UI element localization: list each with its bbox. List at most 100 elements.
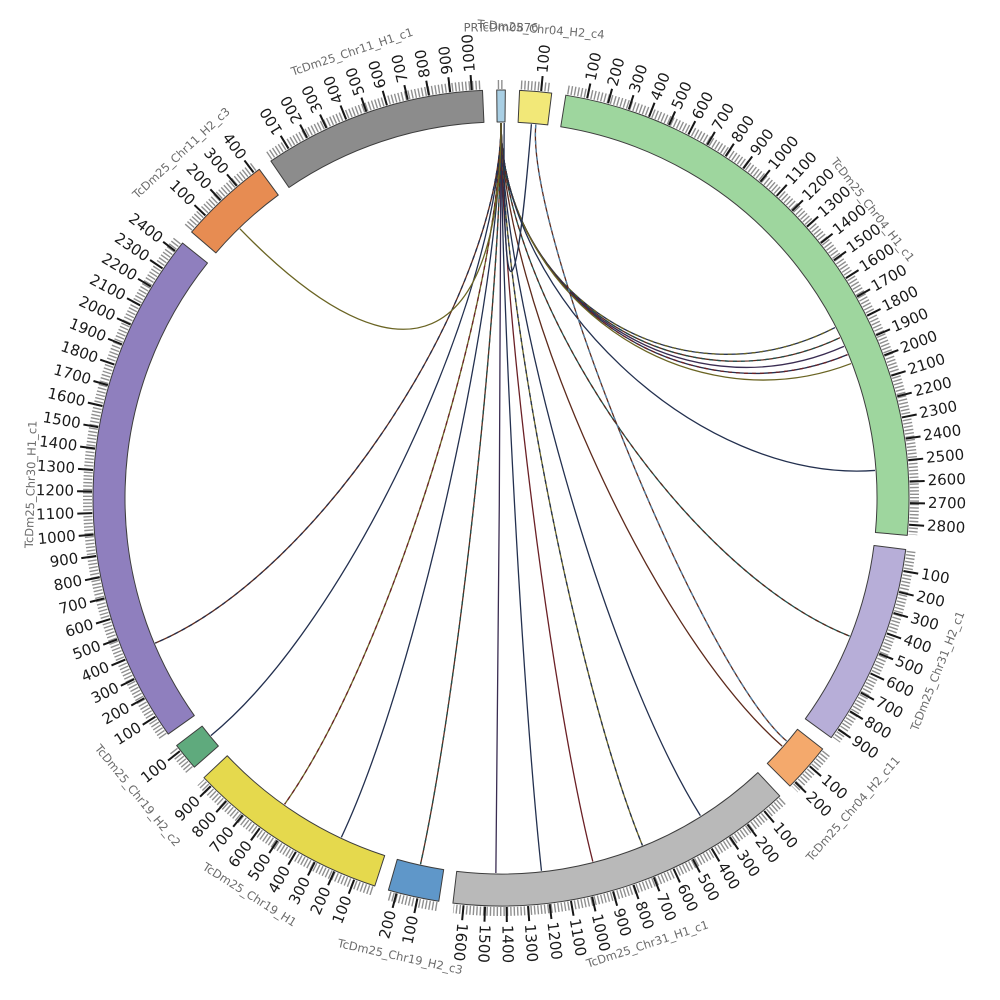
tick-mark bbox=[78, 533, 94, 537]
segment-label-c04h1: TcDm25_Chr04_H1_c1 bbox=[828, 154, 918, 264]
link-ribbon-overlay bbox=[534, 124, 788, 742]
tick-label: 1300 bbox=[521, 923, 541, 962]
tick-mark bbox=[81, 555, 97, 560]
link-ribbon bbox=[534, 124, 788, 742]
tick-label: 1500 bbox=[474, 924, 493, 963]
tick-mark bbox=[93, 380, 109, 387]
segment-arc-c19h1 bbox=[203, 755, 386, 887]
link-ribbon bbox=[500, 122, 643, 846]
tick-label: 2100 bbox=[906, 350, 948, 379]
segment-label-c04h2c4: TcDm25_Chr04_H2_c4 bbox=[476, 17, 605, 42]
tick-mark bbox=[469, 75, 473, 91]
tick-mark bbox=[162, 241, 176, 252]
tick-label: 700 bbox=[388, 52, 412, 84]
segment-arc-c30h1 bbox=[92, 242, 208, 735]
minor-tick-band bbox=[791, 750, 830, 793]
tick-mark bbox=[193, 204, 207, 217]
tick-mark bbox=[833, 250, 847, 262]
tick-mark bbox=[856, 288, 871, 298]
tick-mark bbox=[360, 97, 368, 113]
tick-mark bbox=[77, 467, 94, 471]
segment-arc-c19h2c3 bbox=[387, 858, 445, 902]
tick-label: 1100 bbox=[36, 504, 75, 523]
minor-tick-band bbox=[452, 797, 786, 916]
link-ribbon bbox=[500, 122, 543, 871]
tick-mark bbox=[403, 84, 409, 100]
segment-arc-focal bbox=[496, 89, 506, 123]
minor-tick-band bbox=[567, 85, 919, 536]
tick-label: 700 bbox=[57, 594, 89, 618]
tick-label: 700 bbox=[653, 891, 680, 924]
tick-mark bbox=[648, 102, 656, 118]
link-ribbon bbox=[419, 122, 502, 865]
tick-mark bbox=[77, 512, 93, 515]
tick-mark bbox=[866, 308, 881, 317]
tick-mark bbox=[909, 480, 925, 483]
tick-label: 1400 bbox=[498, 925, 517, 963]
minor-tick-band bbox=[266, 80, 482, 160]
tick-label: 100 bbox=[329, 893, 356, 926]
tick-mark bbox=[837, 728, 852, 739]
tick-mark bbox=[729, 836, 740, 850]
tick-label: 400 bbox=[320, 73, 348, 106]
link-ribbon bbox=[500, 122, 876, 472]
tick-mark bbox=[126, 297, 141, 307]
tick-label: 1000 bbox=[458, 33, 479, 72]
tick-mark bbox=[89, 597, 105, 603]
tick-mark bbox=[540, 75, 544, 92]
tick-label: 2500 bbox=[925, 445, 965, 466]
tick-label: 2700 bbox=[928, 494, 966, 512]
tick-label: 2800 bbox=[927, 516, 966, 536]
tick-mark bbox=[710, 848, 721, 862]
tick-label: 500 bbox=[342, 65, 368, 98]
minor-tick-band bbox=[832, 550, 916, 743]
tick-mark bbox=[209, 188, 222, 201]
tick-mark bbox=[878, 652, 894, 661]
tick-mark bbox=[809, 765, 822, 777]
tick-label: 1200 bbox=[543, 921, 565, 961]
tick-mark bbox=[87, 401, 103, 407]
tick-mark bbox=[875, 328, 891, 337]
tick-mark bbox=[347, 879, 356, 895]
tick-label: 900 bbox=[435, 45, 456, 76]
tick-label: 1300 bbox=[36, 457, 75, 478]
tick-label: 2200 bbox=[912, 373, 953, 400]
tick-mark bbox=[120, 678, 135, 687]
link-ribbon-overlay bbox=[500, 122, 643, 846]
tick-mark bbox=[391, 893, 398, 909]
tick-label: 2300 bbox=[918, 397, 959, 422]
minor-tick-band bbox=[169, 746, 193, 773]
tick-mark bbox=[107, 337, 123, 346]
segment-arc-c31h1 bbox=[452, 772, 781, 907]
segment-arc-c04h2c11 bbox=[766, 728, 824, 787]
tick-label: 100 bbox=[399, 914, 422, 946]
tick-mark bbox=[890, 370, 906, 377]
tick-mark bbox=[232, 814, 244, 828]
tick-mark bbox=[381, 90, 388, 106]
minor-tick-band bbox=[83, 237, 182, 739]
tick-mark bbox=[845, 269, 860, 280]
tick-label: 100 bbox=[137, 755, 171, 787]
tick-mark bbox=[893, 611, 909, 619]
tick-mark bbox=[327, 871, 336, 886]
tick-mark bbox=[84, 576, 100, 582]
tick-mark bbox=[243, 159, 255, 173]
tick-mark bbox=[909, 523, 925, 527]
tick-mark bbox=[849, 710, 864, 720]
tick-mark bbox=[268, 839, 279, 854]
tick-mark bbox=[692, 858, 701, 873]
tick-mark bbox=[548, 903, 553, 920]
tick-mark bbox=[905, 435, 921, 440]
tick-label: 100 bbox=[533, 44, 554, 74]
tick-mark bbox=[791, 199, 804, 212]
tick-mark bbox=[299, 124, 309, 139]
tick-mark bbox=[483, 906, 487, 922]
tick-mark bbox=[687, 120, 697, 135]
tick-label: 1000 bbox=[37, 527, 77, 548]
link-ribbon bbox=[154, 122, 502, 644]
tick-mark bbox=[591, 896, 597, 912]
tick-mark bbox=[672, 868, 681, 883]
tick-mark bbox=[83, 423, 99, 429]
